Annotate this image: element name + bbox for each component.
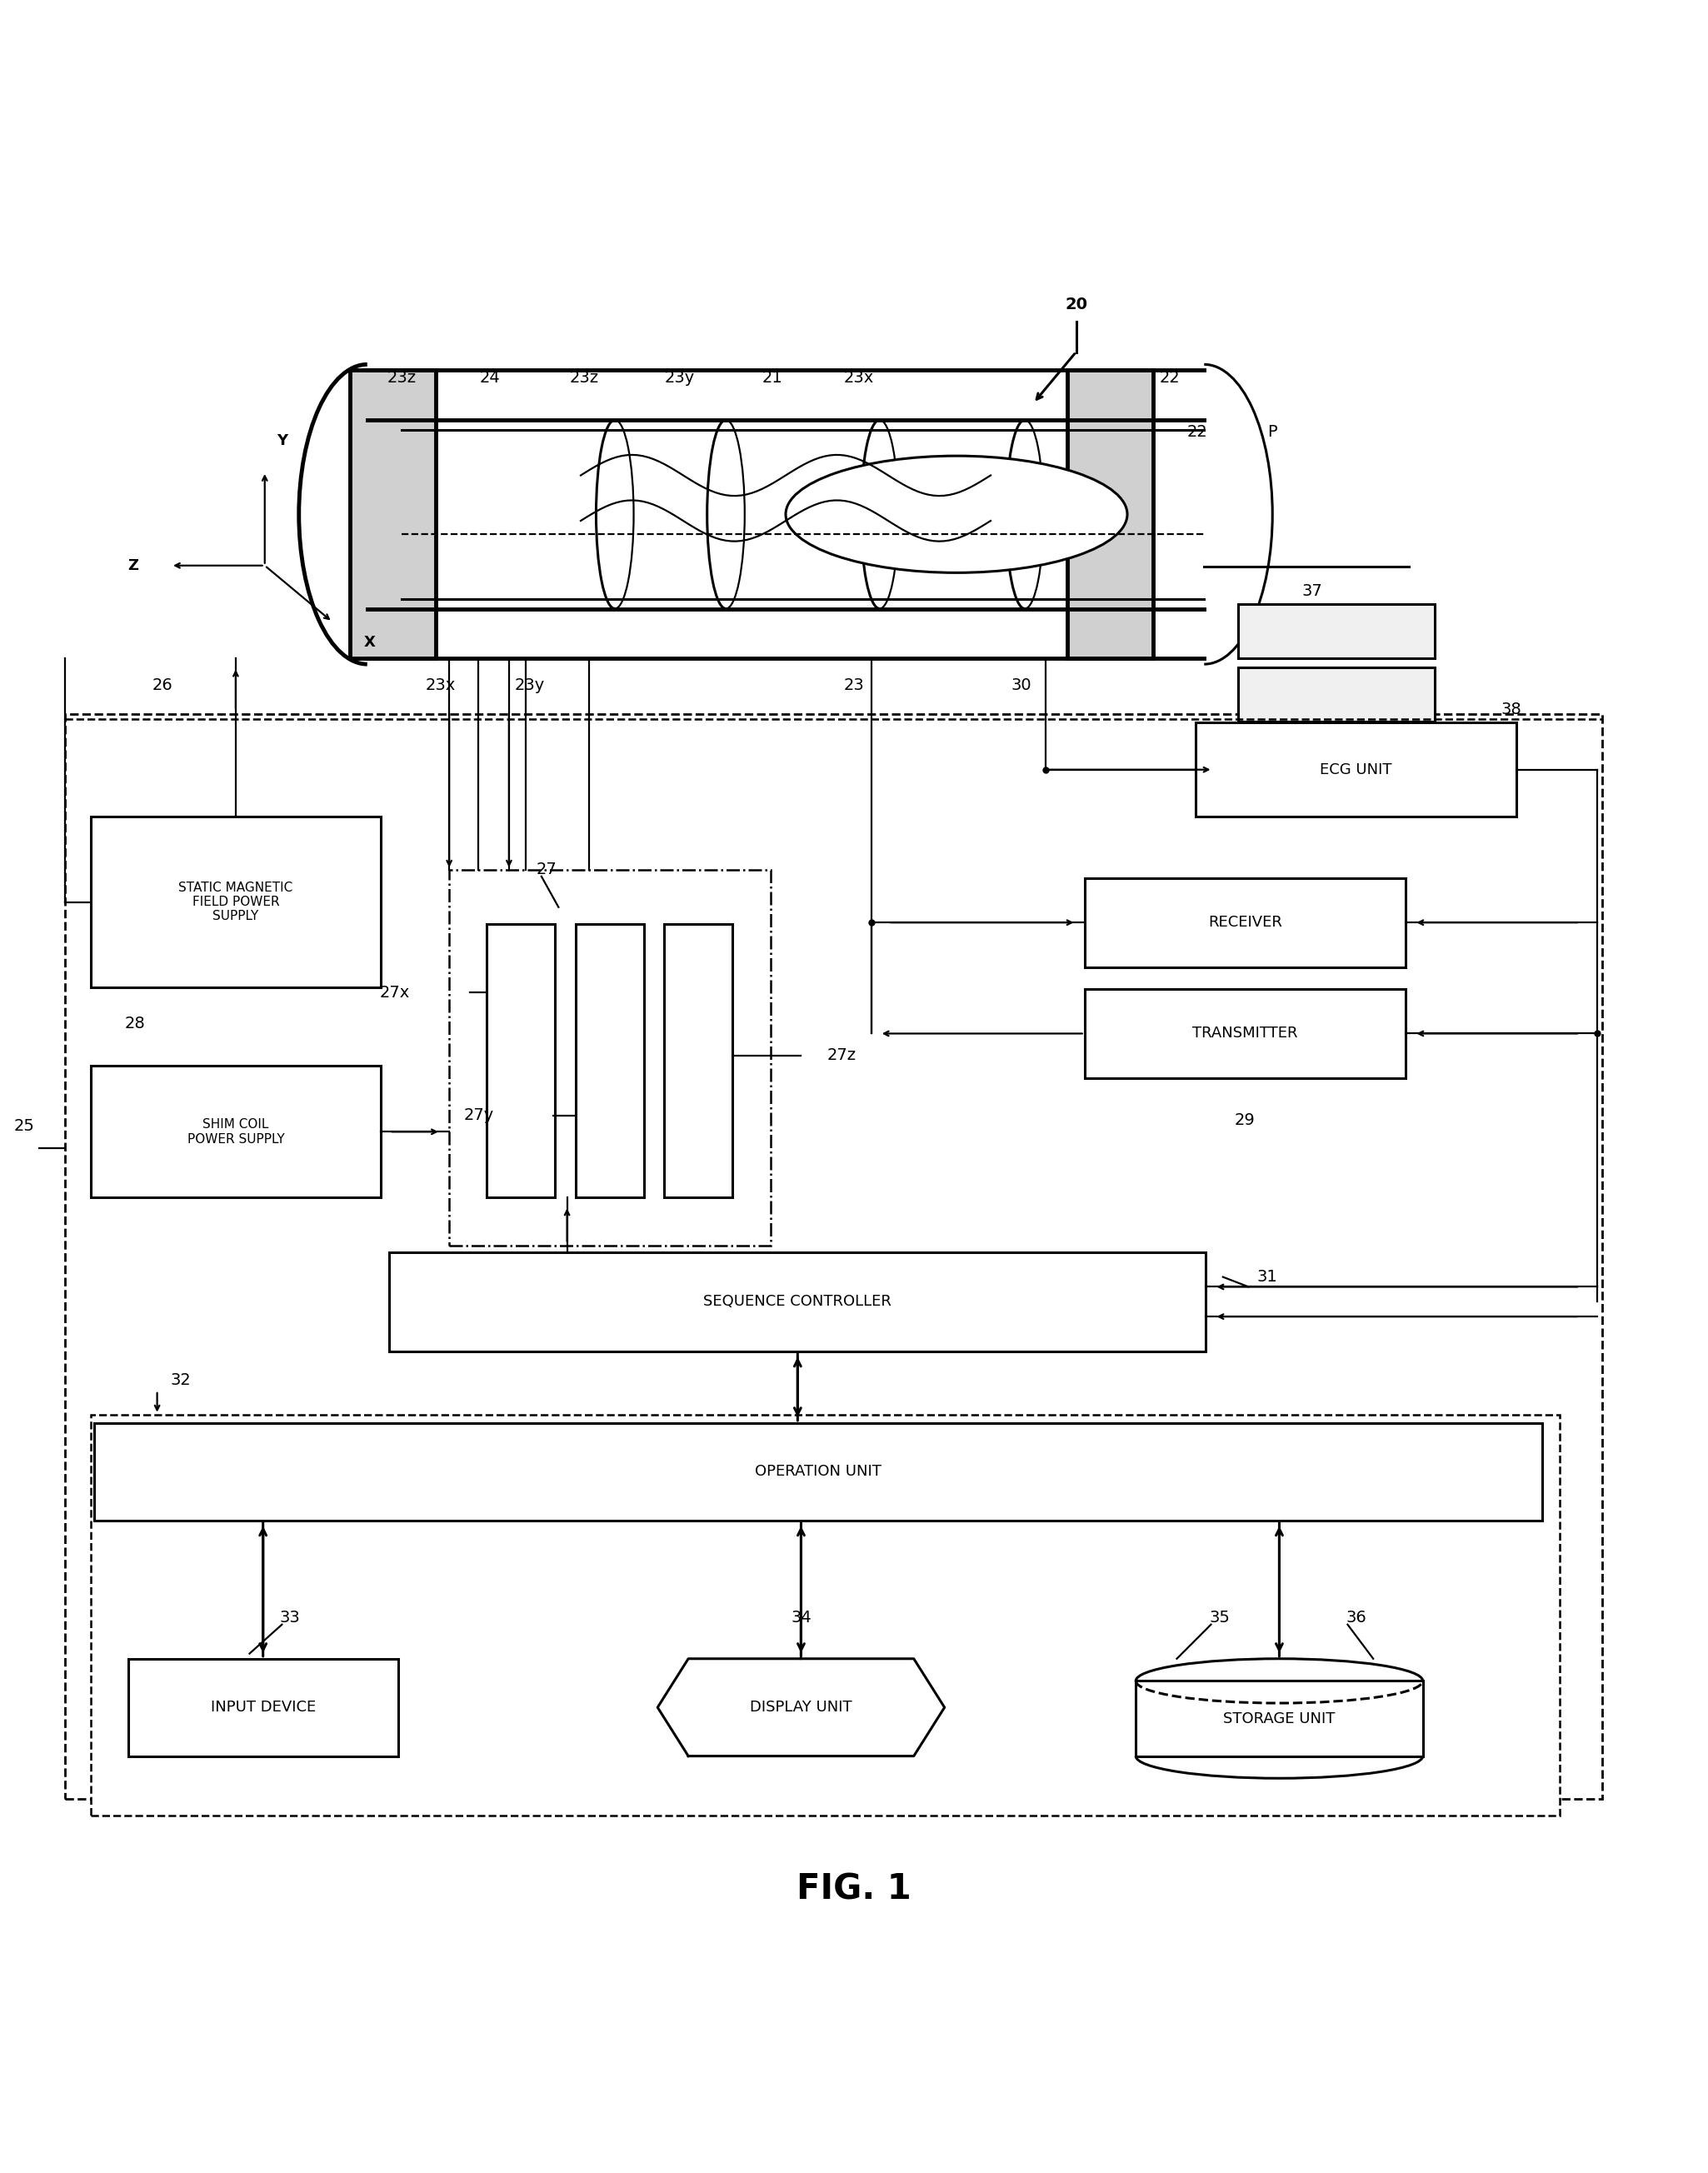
Text: 34: 34 xyxy=(791,1610,811,1625)
Bar xyxy=(65,715,1602,1799)
Bar xyxy=(1085,989,1406,1078)
Text: OPERATION UNIT: OPERATION UNIT xyxy=(755,1465,881,1480)
Text: 37: 37 xyxy=(1301,582,1322,600)
Text: STATIC MAGNETIC
FIELD POWER
SUPPLY: STATIC MAGNETIC FIELD POWER SUPPLY xyxy=(179,882,292,924)
Text: SEQUENCE CONTROLLER: SEQUENCE CONTROLLER xyxy=(704,1295,892,1308)
Bar xyxy=(1238,667,1435,721)
Bar xyxy=(91,1067,381,1197)
Bar xyxy=(389,1252,1206,1352)
Bar xyxy=(1136,1682,1423,1756)
Text: SHIM COIL
POWER SUPPLY: SHIM COIL POWER SUPPLY xyxy=(188,1119,284,1145)
Text: 23y: 23y xyxy=(664,369,695,385)
Text: 23y: 23y xyxy=(514,678,545,693)
Text: RECEIVER: RECEIVER xyxy=(1208,915,1283,930)
Bar xyxy=(91,1415,1559,1817)
Text: 21: 21 xyxy=(762,369,782,385)
Text: P: P xyxy=(1267,424,1278,441)
Bar xyxy=(1085,878,1406,967)
Ellipse shape xyxy=(786,456,1127,574)
Text: 23z: 23z xyxy=(386,369,417,385)
Text: 26: 26 xyxy=(152,678,173,693)
Bar xyxy=(128,1658,398,1756)
Bar xyxy=(350,369,436,658)
Text: 35: 35 xyxy=(1209,1610,1230,1625)
Text: 20: 20 xyxy=(1064,296,1088,313)
Bar xyxy=(487,924,555,1197)
Text: 24: 24 xyxy=(480,369,500,385)
Text: 32: 32 xyxy=(171,1373,191,1389)
Text: STORAGE UNIT: STORAGE UNIT xyxy=(1223,1710,1336,1725)
Bar xyxy=(664,924,733,1197)
Bar xyxy=(94,1423,1542,1521)
Text: Y: Y xyxy=(277,432,287,448)
Text: 30: 30 xyxy=(1011,678,1032,693)
Bar xyxy=(1255,732,1409,787)
Text: 29: 29 xyxy=(1235,1113,1255,1128)
Bar xyxy=(1068,369,1153,658)
Text: FIG. 1: FIG. 1 xyxy=(796,1871,912,1906)
Text: X: X xyxy=(364,635,376,650)
Text: 23x: 23x xyxy=(844,369,874,385)
Text: Z: Z xyxy=(128,558,138,574)
Text: 23x: 23x xyxy=(425,678,456,693)
Text: TRANSMITTER: TRANSMITTER xyxy=(1192,1026,1298,1041)
Text: 25: 25 xyxy=(14,1119,34,1134)
Text: 27y: 27y xyxy=(463,1108,494,1123)
Text: 31: 31 xyxy=(1257,1269,1278,1284)
Text: 28: 28 xyxy=(125,1015,145,1032)
Text: INPUT DEVICE: INPUT DEVICE xyxy=(210,1699,316,1714)
Text: 23z: 23z xyxy=(569,369,600,385)
Text: 22: 22 xyxy=(1187,424,1208,441)
Bar xyxy=(449,869,770,1245)
Text: 23: 23 xyxy=(844,678,864,693)
Text: ECG UNIT: ECG UNIT xyxy=(1320,763,1392,778)
Text: 27x: 27x xyxy=(379,984,410,1000)
Bar xyxy=(576,924,644,1197)
Text: 22: 22 xyxy=(1160,369,1180,385)
Text: 33: 33 xyxy=(280,1610,301,1625)
Text: 36: 36 xyxy=(1346,1610,1366,1625)
Bar xyxy=(91,817,381,987)
Text: 27z: 27z xyxy=(827,1047,856,1063)
Bar xyxy=(1238,604,1435,658)
Bar xyxy=(1196,724,1517,817)
Text: DISPLAY UNIT: DISPLAY UNIT xyxy=(750,1699,852,1714)
Text: 38: 38 xyxy=(1501,702,1522,717)
Text: 27: 27 xyxy=(536,863,557,878)
